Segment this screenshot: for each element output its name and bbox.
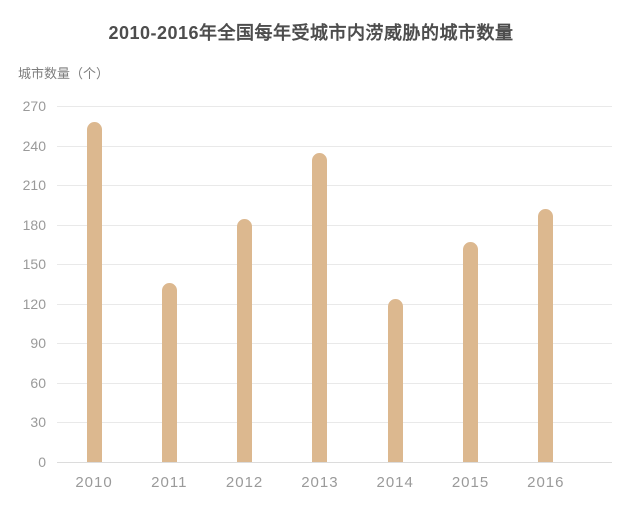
bar-2014: [387, 298, 403, 462]
x-axis-baseline: [57, 462, 612, 463]
bar-2011: [161, 282, 177, 462]
gridline: [57, 106, 612, 107]
y-tick-label: 60: [30, 374, 46, 391]
gridline: [57, 264, 612, 266]
y-tick-label: 0: [38, 454, 46, 470]
y-axis-title: 城市数量（个）: [18, 66, 110, 81]
chart-title: 2010-2016年全国每年受城市内涝威胁的城市数量: [108, 23, 514, 43]
bar-2012: [237, 219, 253, 462]
x-tick-label: 2010: [75, 474, 113, 491]
y-tick-label: 180: [22, 216, 46, 233]
gridline: [57, 343, 612, 345]
y-axis-ticks: 0 30 60 90 120 150 180 210 240 270: [0, 98, 46, 470]
gridline: [57, 303, 612, 305]
plot-area: [57, 106, 612, 463]
x-tick-label: 2012: [225, 474, 264, 491]
gridline: [57, 224, 612, 226]
x-tick-label: 2011: [151, 474, 188, 491]
y-tick-label: 210: [22, 177, 46, 194]
y-tick-label: 30: [30, 414, 46, 431]
x-tick-label: 2014: [376, 474, 414, 491]
x-tick-label: 2013: [301, 474, 339, 491]
bar-2010: [86, 121, 102, 462]
y-tick-label: 270: [22, 98, 46, 114]
x-axis-labels: 2010 2011 2012 2013 2014 2015 2016: [57, 462, 612, 496]
x-tick-label: 2015: [451, 474, 490, 491]
y-tick-label: 150: [22, 256, 46, 273]
gridline: [57, 145, 612, 147]
gridline: [57, 382, 612, 384]
y-tick-label: 120: [22, 295, 46, 312]
bar-2015: [463, 241, 478, 462]
bar-2013: [312, 153, 328, 462]
y-tick-label: 240: [22, 137, 46, 154]
gridline: [57, 185, 612, 187]
y-tick-label: 90: [30, 335, 46, 352]
gridline: [57, 422, 612, 424]
x-tick-label: 2016: [527, 474, 565, 491]
bar-2016: [538, 208, 554, 462]
